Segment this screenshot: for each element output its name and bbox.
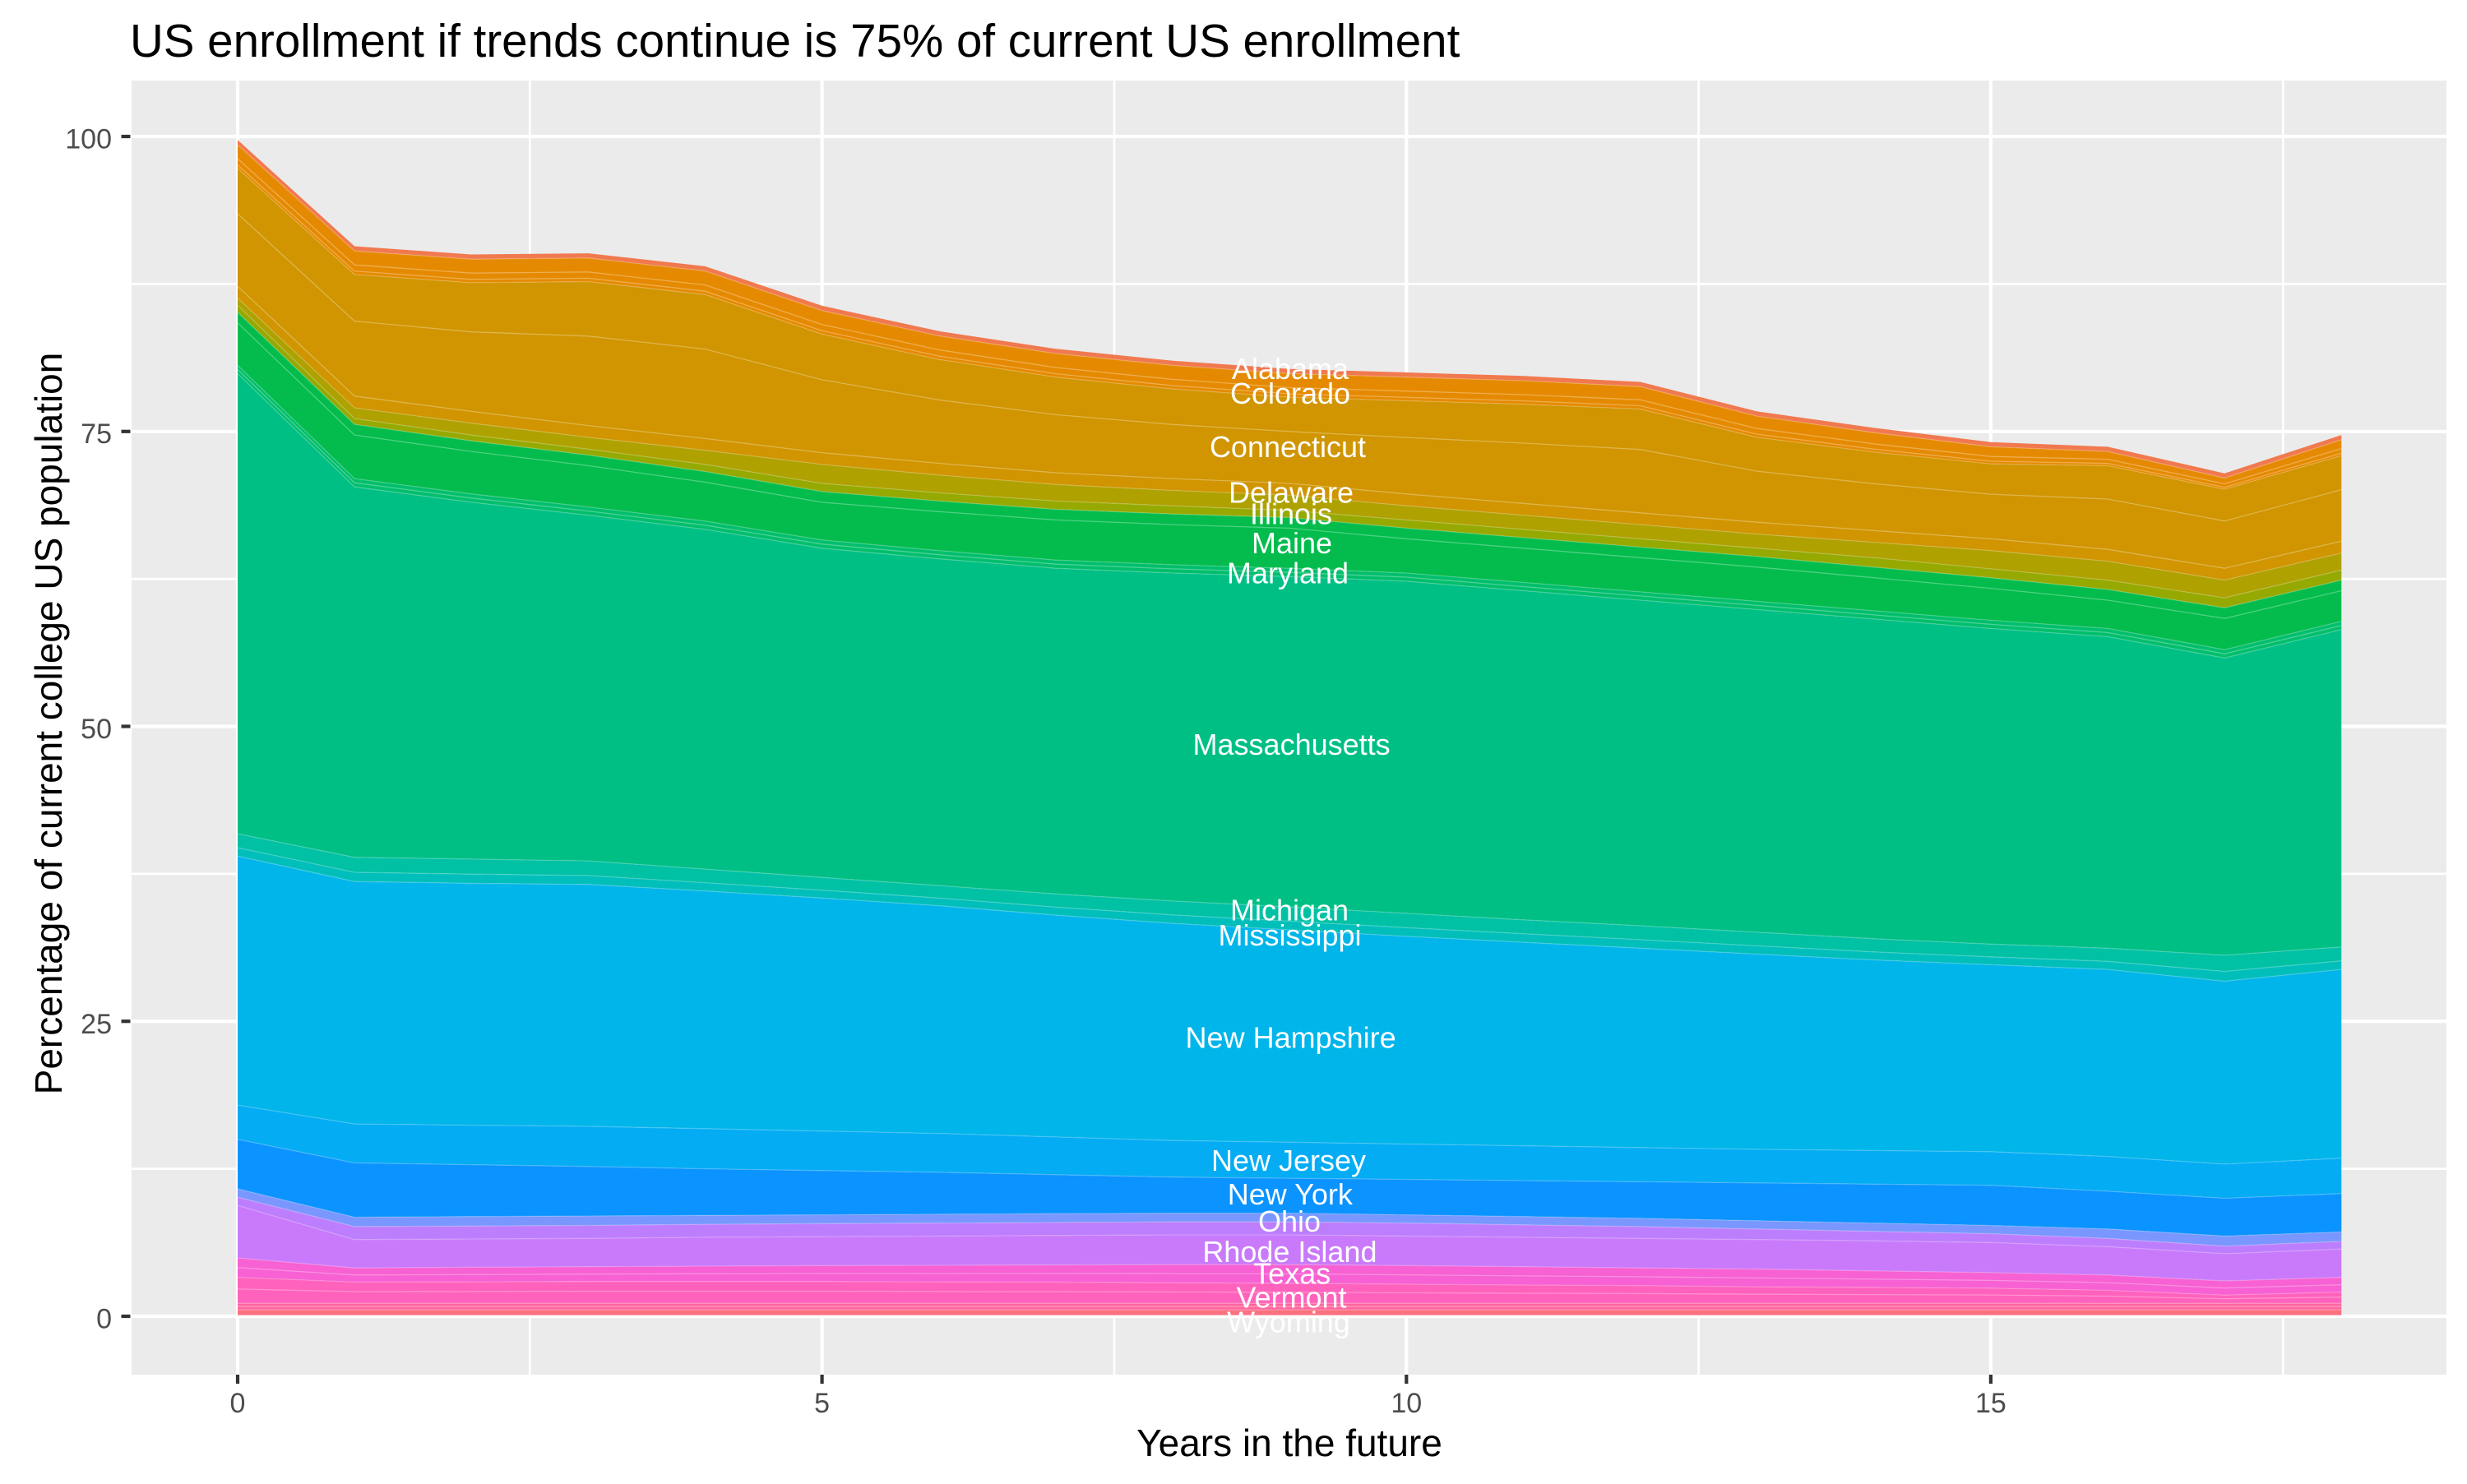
svg-text:New Hampshire: New Hampshire	[1186, 1021, 1396, 1055]
svg-text:10: 10	[1391, 1388, 1422, 1419]
svg-text:5: 5	[814, 1388, 830, 1419]
svg-text:Connecticut: Connecticut	[1210, 430, 1366, 464]
svg-text:Rhode Island: Rhode Island	[1202, 1235, 1377, 1269]
svg-text:50: 50	[81, 714, 112, 745]
svg-text:0: 0	[230, 1388, 246, 1419]
svg-text:Maine: Maine	[1252, 526, 1332, 560]
svg-text:New York: New York	[1228, 1177, 1354, 1211]
svg-text:0: 0	[96, 1304, 112, 1335]
svg-text:100: 100	[65, 124, 112, 155]
svg-text:Colorado: Colorado	[1230, 377, 1350, 410]
svg-text:15: 15	[1975, 1388, 2006, 1419]
svg-text:25: 25	[81, 1009, 112, 1040]
svg-text:Percentage of current college: Percentage of current college US populat…	[27, 353, 70, 1095]
svg-text:Massachusetts: Massachusetts	[1193, 728, 1391, 761]
svg-text:Vermont: Vermont	[1236, 1281, 1346, 1315]
svg-text:Years in the future: Years in the future	[1136, 1422, 1442, 1464]
svg-text:Mississippi: Mississippi	[1218, 918, 1361, 952]
svg-text:Wyoming: Wyoming	[1227, 1306, 1350, 1339]
svg-text:Illinois: Illinois	[1250, 497, 1332, 530]
svg-text:US enrollment if trends contin: US enrollment if trends continue is 75% …	[130, 15, 1460, 67]
svg-text:Michigan: Michigan	[1230, 893, 1349, 927]
svg-text:75: 75	[81, 418, 112, 450]
svg-text:New Jersey: New Jersey	[1211, 1144, 1366, 1177]
svg-text:Ohio: Ohio	[1258, 1204, 1321, 1238]
svg-text:Alabama: Alabama	[1232, 352, 1349, 386]
svg-text:Delaware: Delaware	[1229, 476, 1354, 510]
svg-text:Texas: Texas	[1253, 1257, 1331, 1291]
svg-text:Maryland: Maryland	[1227, 556, 1349, 589]
